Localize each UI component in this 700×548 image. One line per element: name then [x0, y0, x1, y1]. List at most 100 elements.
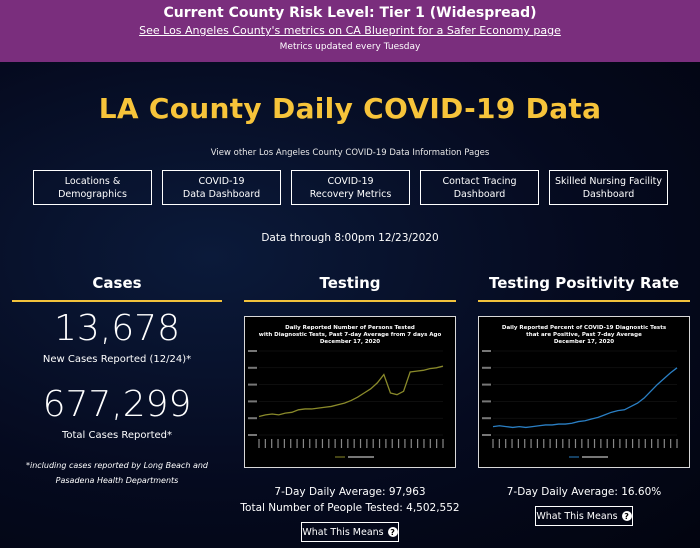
positivity-chart-y-tick-label	[482, 434, 491, 436]
testing-chart-x-tick-label	[417, 439, 419, 448]
testing-chart-x-tick-label	[385, 439, 387, 448]
positivity-chart-svg	[482, 350, 678, 458]
testing-daily-average: 7-Day Daily Average: 97,963	[274, 486, 426, 498]
testing-chart-x-tick-label	[442, 439, 444, 448]
testing-divider	[244, 300, 456, 302]
positivity-chart-x-tick-label	[524, 439, 526, 448]
testing-chart-x-tick-label	[290, 439, 292, 448]
positivity-chart-x-tick-label	[562, 439, 564, 448]
testing-chart-y-tick-label	[248, 417, 257, 420]
positivity-chart-x-tick-label	[511, 439, 513, 448]
testing-chart-x-tick-label	[347, 439, 349, 448]
nav-button-data-dashboard[interactable]: COVID-19 Data Dashboard	[162, 170, 281, 205]
positivity-chart-x-tick-label	[492, 439, 494, 448]
testing-chart-x-tick-label	[397, 439, 400, 448]
positivity-chart-title: Daily Reported Percent of COVID-19 Diagn…	[501, 325, 667, 345]
cases-heading: Cases	[92, 274, 142, 292]
positivity-chart-x-tick-label	[555, 439, 558, 448]
question-circle-icon: ?	[387, 527, 398, 537]
nav-button-contact-tracing[interactable]: Contact Tracing Dashboard	[420, 170, 539, 205]
nav-button-skilled-nursing[interactable]: Skilled Nursing Facility Dashboard	[549, 170, 668, 205]
data-through-timestamp: Data through 8:00pm 12/23/2020	[261, 232, 439, 244]
positivity-chart-x-tick-label	[644, 439, 646, 448]
positivity-what-this-means-label: What This Means	[536, 510, 618, 522]
total-cases-count: 677,299	[42, 384, 192, 425]
testing-chart-legend-label	[348, 456, 374, 458]
testing-chart-x-tick-label	[423, 439, 425, 448]
positivity-chart-x-tick-label	[631, 439, 634, 448]
testing-chart-y-tick-label	[248, 434, 257, 436]
testing-chart-x-tick-label	[340, 439, 343, 448]
positivity-chart-x-tick-label	[600, 439, 602, 448]
positivity-chart-x-tick-label	[606, 439, 608, 448]
page-subtitle: View other Los Angeles County COVID-19 D…	[210, 148, 490, 158]
risk-level-title: Current County Risk Level: Tier 1 (Wides…	[163, 5, 537, 21]
metrics-update-note: Metrics updated every Tuesday	[279, 42, 421, 52]
testing-chart-x-tick-label	[353, 439, 355, 448]
positivity-chart-y-tick-label	[482, 383, 491, 386]
new-cases-label: New Cases Reported (12/24)*	[42, 354, 192, 365]
positivity-chart-x-tick-label	[619, 439, 621, 448]
page-title: LA County Daily COVID-19 Data	[98, 92, 602, 125]
positivity-chart-x-tick-label	[670, 439, 672, 448]
positivity-chart-x-tick-label	[657, 439, 659, 448]
positivity-chart-x-tick-label	[530, 439, 532, 448]
positivity-chart-x-tick-label	[536, 439, 539, 448]
testing-chart-x-tick-label	[328, 439, 330, 448]
testing-heading: Testing	[319, 274, 381, 292]
positivity-what-this-means-button[interactable]: What This Means ?	[535, 506, 633, 526]
positivity-chart: Daily Reported Percent of COVID-19 Diagn…	[478, 316, 690, 468]
positivity-chart-x-tick-label	[498, 439, 500, 448]
testing-chart-x-tick-label	[264, 439, 266, 448]
positivity-chart-x-tick-label	[638, 439, 640, 448]
testing-chart-x-tick-label	[436, 439, 438, 448]
testing-chart-x-tick-label	[378, 439, 381, 448]
risk-level-banner: Current County Risk Level: Tier 1 (Wides…	[0, 0, 700, 62]
positivity-chart-y-tick-label	[482, 400, 491, 403]
testing-chart-x-tick-label	[302, 439, 305, 448]
testing-chart-x-tick-label	[271, 439, 273, 448]
testing-what-this-means-button[interactable]: What This Means ?	[301, 522, 399, 542]
positivity-chart-x-tick-label	[568, 439, 570, 448]
testing-chart-title: Daily Reported Number of Persons Tested …	[258, 325, 442, 345]
testing-chart-series-line	[258, 365, 444, 418]
testing-chart-x-tick-label	[359, 439, 362, 448]
positivity-divider	[478, 300, 690, 302]
positivity-chart-x-tick-label	[574, 439, 577, 448]
testing-chart-x-tick-label	[334, 439, 336, 448]
question-circle-icon: ?	[621, 511, 632, 521]
nav-button-recovery-metrics[interactable]: COVID-19 Recovery Metrics	[291, 170, 410, 205]
cases-divider	[12, 300, 222, 302]
testing-chart-x-tick-label	[296, 439, 298, 448]
positivity-chart-x-tick-label	[612, 439, 615, 448]
testing-chart-x-tick-label	[321, 439, 324, 448]
testing-chart-y-tick-label	[248, 383, 257, 386]
testing-chart-y-tick-label	[248, 350, 257, 352]
nav-button-locations-demographics[interactable]: Locations & Demographics	[33, 170, 152, 205]
positivity-chart-x-tick-label	[549, 439, 551, 448]
testing-chart-x-tick-label	[391, 439, 393, 448]
positivity-chart-x-tick-label	[543, 439, 545, 448]
testing-chart-x-tick-label	[258, 439, 260, 448]
testing-chart-x-tick-label	[410, 439, 412, 448]
positivity-chart-x-tick-label	[587, 439, 589, 448]
testing-chart-svg	[248, 350, 444, 458]
cases-footnote: *including cases reported by Long Beach …	[25, 461, 208, 485]
ca-blueprint-link[interactable]: See Los Angeles County's metrics on CA B…	[139, 24, 561, 37]
positivity-chart-y-tick-label	[482, 417, 491, 420]
new-cases-count: 13,678	[54, 308, 180, 349]
positivity-chart-x-tick-label	[676, 439, 678, 448]
total-cases-label: Total Cases Reported*	[61, 430, 173, 441]
testing-chart-x-tick-label	[309, 439, 311, 448]
testing-chart-x-tick-label	[283, 439, 285, 448]
testing-chart-x-tick-label	[372, 439, 374, 448]
positivity-chart-series-line	[492, 367, 678, 429]
positivity-chart-y-tick-label	[482, 366, 491, 369]
positivity-chart-x-tick-label	[505, 439, 507, 448]
testing-chart-x-tick-label	[404, 439, 406, 448]
testing-chart-x-tick-label	[366, 439, 368, 448]
testing-chart-y-tick-label	[248, 366, 257, 369]
positivity-chart-legend-label	[582, 456, 608, 458]
positivity-chart-x-tick-label	[581, 439, 583, 448]
testing-total-tested: Total Number of People Tested: 4,502,552	[240, 502, 460, 514]
